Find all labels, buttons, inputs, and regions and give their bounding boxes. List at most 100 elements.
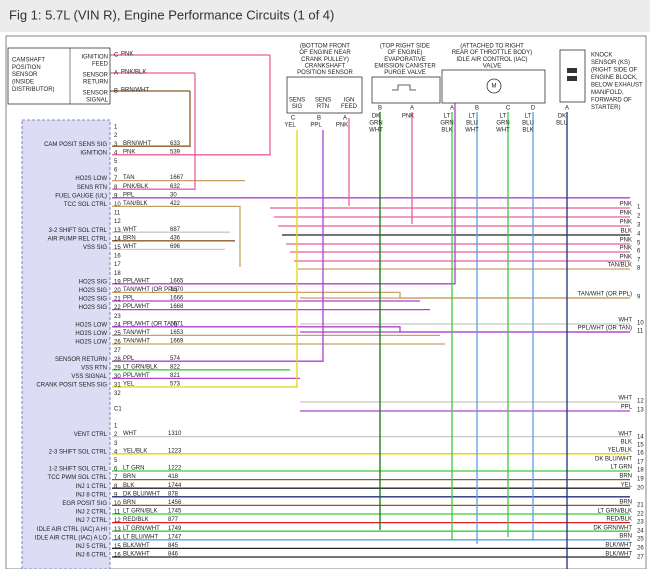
harness-wire: BRN bbox=[619, 474, 632, 480]
pcm-function: HO2S LOW bbox=[75, 331, 107, 337]
harness-pin: 10 bbox=[637, 321, 644, 327]
wire-label: BLU bbox=[466, 121, 478, 127]
crank-caption: OF ENGINE NEAR bbox=[299, 50, 351, 56]
crank-caption: CRANK PULLEY) bbox=[301, 57, 349, 63]
pcm-pin: 30 bbox=[114, 374, 121, 380]
harness-pin: 26 bbox=[637, 546, 644, 552]
wire-label: BLK bbox=[522, 128, 533, 134]
pcm-function: INJ 5 CTRL bbox=[76, 544, 108, 550]
pcm-wire: PPL bbox=[123, 296, 135, 302]
solenoid-symbol bbox=[392, 84, 416, 91]
pcm-wire: TAN/WHT bbox=[123, 330, 150, 336]
harness-wire: DK BLU/WHT bbox=[595, 457, 632, 463]
pcm-circuit: 1665 bbox=[170, 278, 184, 284]
harness-pin: 13 bbox=[637, 408, 644, 414]
pcm-function: HO2S LOW bbox=[75, 340, 107, 346]
harness-pin: 11 bbox=[637, 329, 644, 335]
knock-caption: STARTER) bbox=[591, 105, 620, 111]
pin-function: SENS bbox=[315, 98, 331, 104]
pcm-circuit: 1671 bbox=[170, 321, 184, 327]
pcm-pin: 4 bbox=[114, 150, 118, 156]
knock-element bbox=[567, 76, 577, 81]
pcm-circuit: 877 bbox=[168, 517, 179, 523]
harness-wire: DK GRN/WHT bbox=[593, 526, 632, 532]
title: Fig 1: 5.7L (VIN R), Engine Performance … bbox=[9, 7, 334, 22]
pin-function: SENS bbox=[289, 98, 305, 104]
pcm-function: AIR PUMP REL CTRL bbox=[48, 236, 108, 242]
pcm-circuit: 632 bbox=[170, 184, 181, 190]
pcm-pin: 25 bbox=[114, 331, 121, 337]
pcm-function: IDLE AIR CTRL (IAC) A LO bbox=[35, 535, 107, 541]
harness-pin: 3 bbox=[637, 223, 641, 229]
pcm-wire: PPL/WHT (OR TAN) bbox=[123, 321, 177, 327]
pcm-pin: 5 bbox=[114, 159, 118, 165]
harness-wire: TAN/WHT (OR PPL) bbox=[578, 292, 632, 298]
harness-wire: BRN bbox=[619, 500, 632, 506]
pin-letter: B bbox=[317, 116, 321, 122]
pcm-wire: DK BLU/WHT bbox=[123, 491, 160, 497]
wire-label: BLU bbox=[522, 121, 534, 127]
pcm-pin: 5 bbox=[114, 458, 118, 464]
pin-function: FEED bbox=[341, 104, 358, 110]
pin-letter: A bbox=[450, 106, 454, 112]
pcm-circuit: 573 bbox=[170, 382, 181, 388]
pcm-pin: 14 bbox=[114, 535, 121, 541]
pcm-circuit: 633 bbox=[170, 141, 181, 147]
wire-label: PNK bbox=[336, 123, 348, 129]
pcm-circuit: 1670 bbox=[170, 287, 184, 293]
pcm-wire: LT GRN/BLK bbox=[123, 364, 157, 370]
harness-wire: BRN bbox=[619, 534, 632, 540]
pcm-function: VENT CTRL bbox=[74, 432, 108, 438]
pcm-function: CRANK POSIT SENS SIG bbox=[36, 383, 107, 389]
knock-element bbox=[567, 68, 577, 73]
wire-label: LT bbox=[444, 114, 451, 120]
pin-function: SENSOR bbox=[83, 73, 109, 79]
pcm-circuit: 30 bbox=[170, 192, 177, 198]
pcm-pin: 19 bbox=[114, 279, 121, 285]
pcm-box bbox=[21, 119, 111, 569]
harness-wire: BLK bbox=[621, 229, 632, 235]
pin-function: RTN bbox=[317, 104, 329, 110]
pcm-wire: PPL/WHT bbox=[123, 373, 150, 379]
harness-pin: 19 bbox=[637, 477, 644, 483]
pcm-wire: RED/BLK bbox=[123, 517, 149, 523]
iac-caption: (ATTACHED TO RIGHT bbox=[460, 44, 524, 50]
wire-label: DK bbox=[372, 114, 380, 120]
cam-label: SENSOR bbox=[12, 72, 38, 78]
pcm-circuit: 696 bbox=[170, 244, 181, 250]
title-bar bbox=[0, 0, 650, 32]
pcm-wire: WHT bbox=[123, 227, 137, 233]
wire-label: WHT bbox=[465, 128, 479, 134]
harness-pin: 22 bbox=[637, 512, 644, 518]
pcm-function: TCC PWM SOL CTRL bbox=[48, 475, 108, 481]
pcm-circuit: 1749 bbox=[168, 526, 182, 532]
pcm-pin: 27 bbox=[114, 348, 121, 354]
harness-pin: 2 bbox=[637, 214, 641, 220]
harness-pin: 14 bbox=[637, 435, 644, 441]
pcm-circuit: 1310 bbox=[168, 431, 182, 437]
pcm-function: HO2S SIG bbox=[79, 279, 108, 285]
pcm-wire: TAN/WHT bbox=[123, 339, 150, 345]
pcm-pin: 8 bbox=[114, 185, 118, 191]
pcm-wire: PPL/WHT bbox=[123, 304, 150, 310]
pcm-wire: BRN bbox=[123, 235, 136, 241]
harness-pin: 5 bbox=[637, 241, 641, 247]
harness-wire: PPL bbox=[621, 405, 633, 411]
pcm-wire: PNK/BLK bbox=[123, 184, 148, 190]
wire-label: BRN/WHT bbox=[121, 88, 149, 94]
pcm-pin: 31 bbox=[114, 383, 121, 389]
pin-function: IGNITION bbox=[81, 55, 108, 61]
pcm-function: 3-2 SHIFT SOL CTRL bbox=[49, 228, 108, 234]
pcm-pin: 23 bbox=[114, 314, 121, 320]
pcm-circuit: 846 bbox=[168, 552, 179, 558]
pcm-pin: 21 bbox=[114, 297, 121, 303]
pcm-circuit: 436 bbox=[170, 235, 181, 241]
wire-label: GRN bbox=[496, 121, 509, 127]
pcm-wire: PPL bbox=[123, 356, 135, 362]
pcm-circuit: 822 bbox=[170, 364, 181, 370]
pcm-wire: LT GRN/BLK bbox=[123, 509, 157, 515]
pcm-pin: 10 bbox=[114, 202, 121, 208]
wire-label: DK bbox=[558, 114, 566, 120]
harness-pin: 23 bbox=[637, 520, 644, 526]
harness-wire: WHT bbox=[618, 396, 632, 402]
